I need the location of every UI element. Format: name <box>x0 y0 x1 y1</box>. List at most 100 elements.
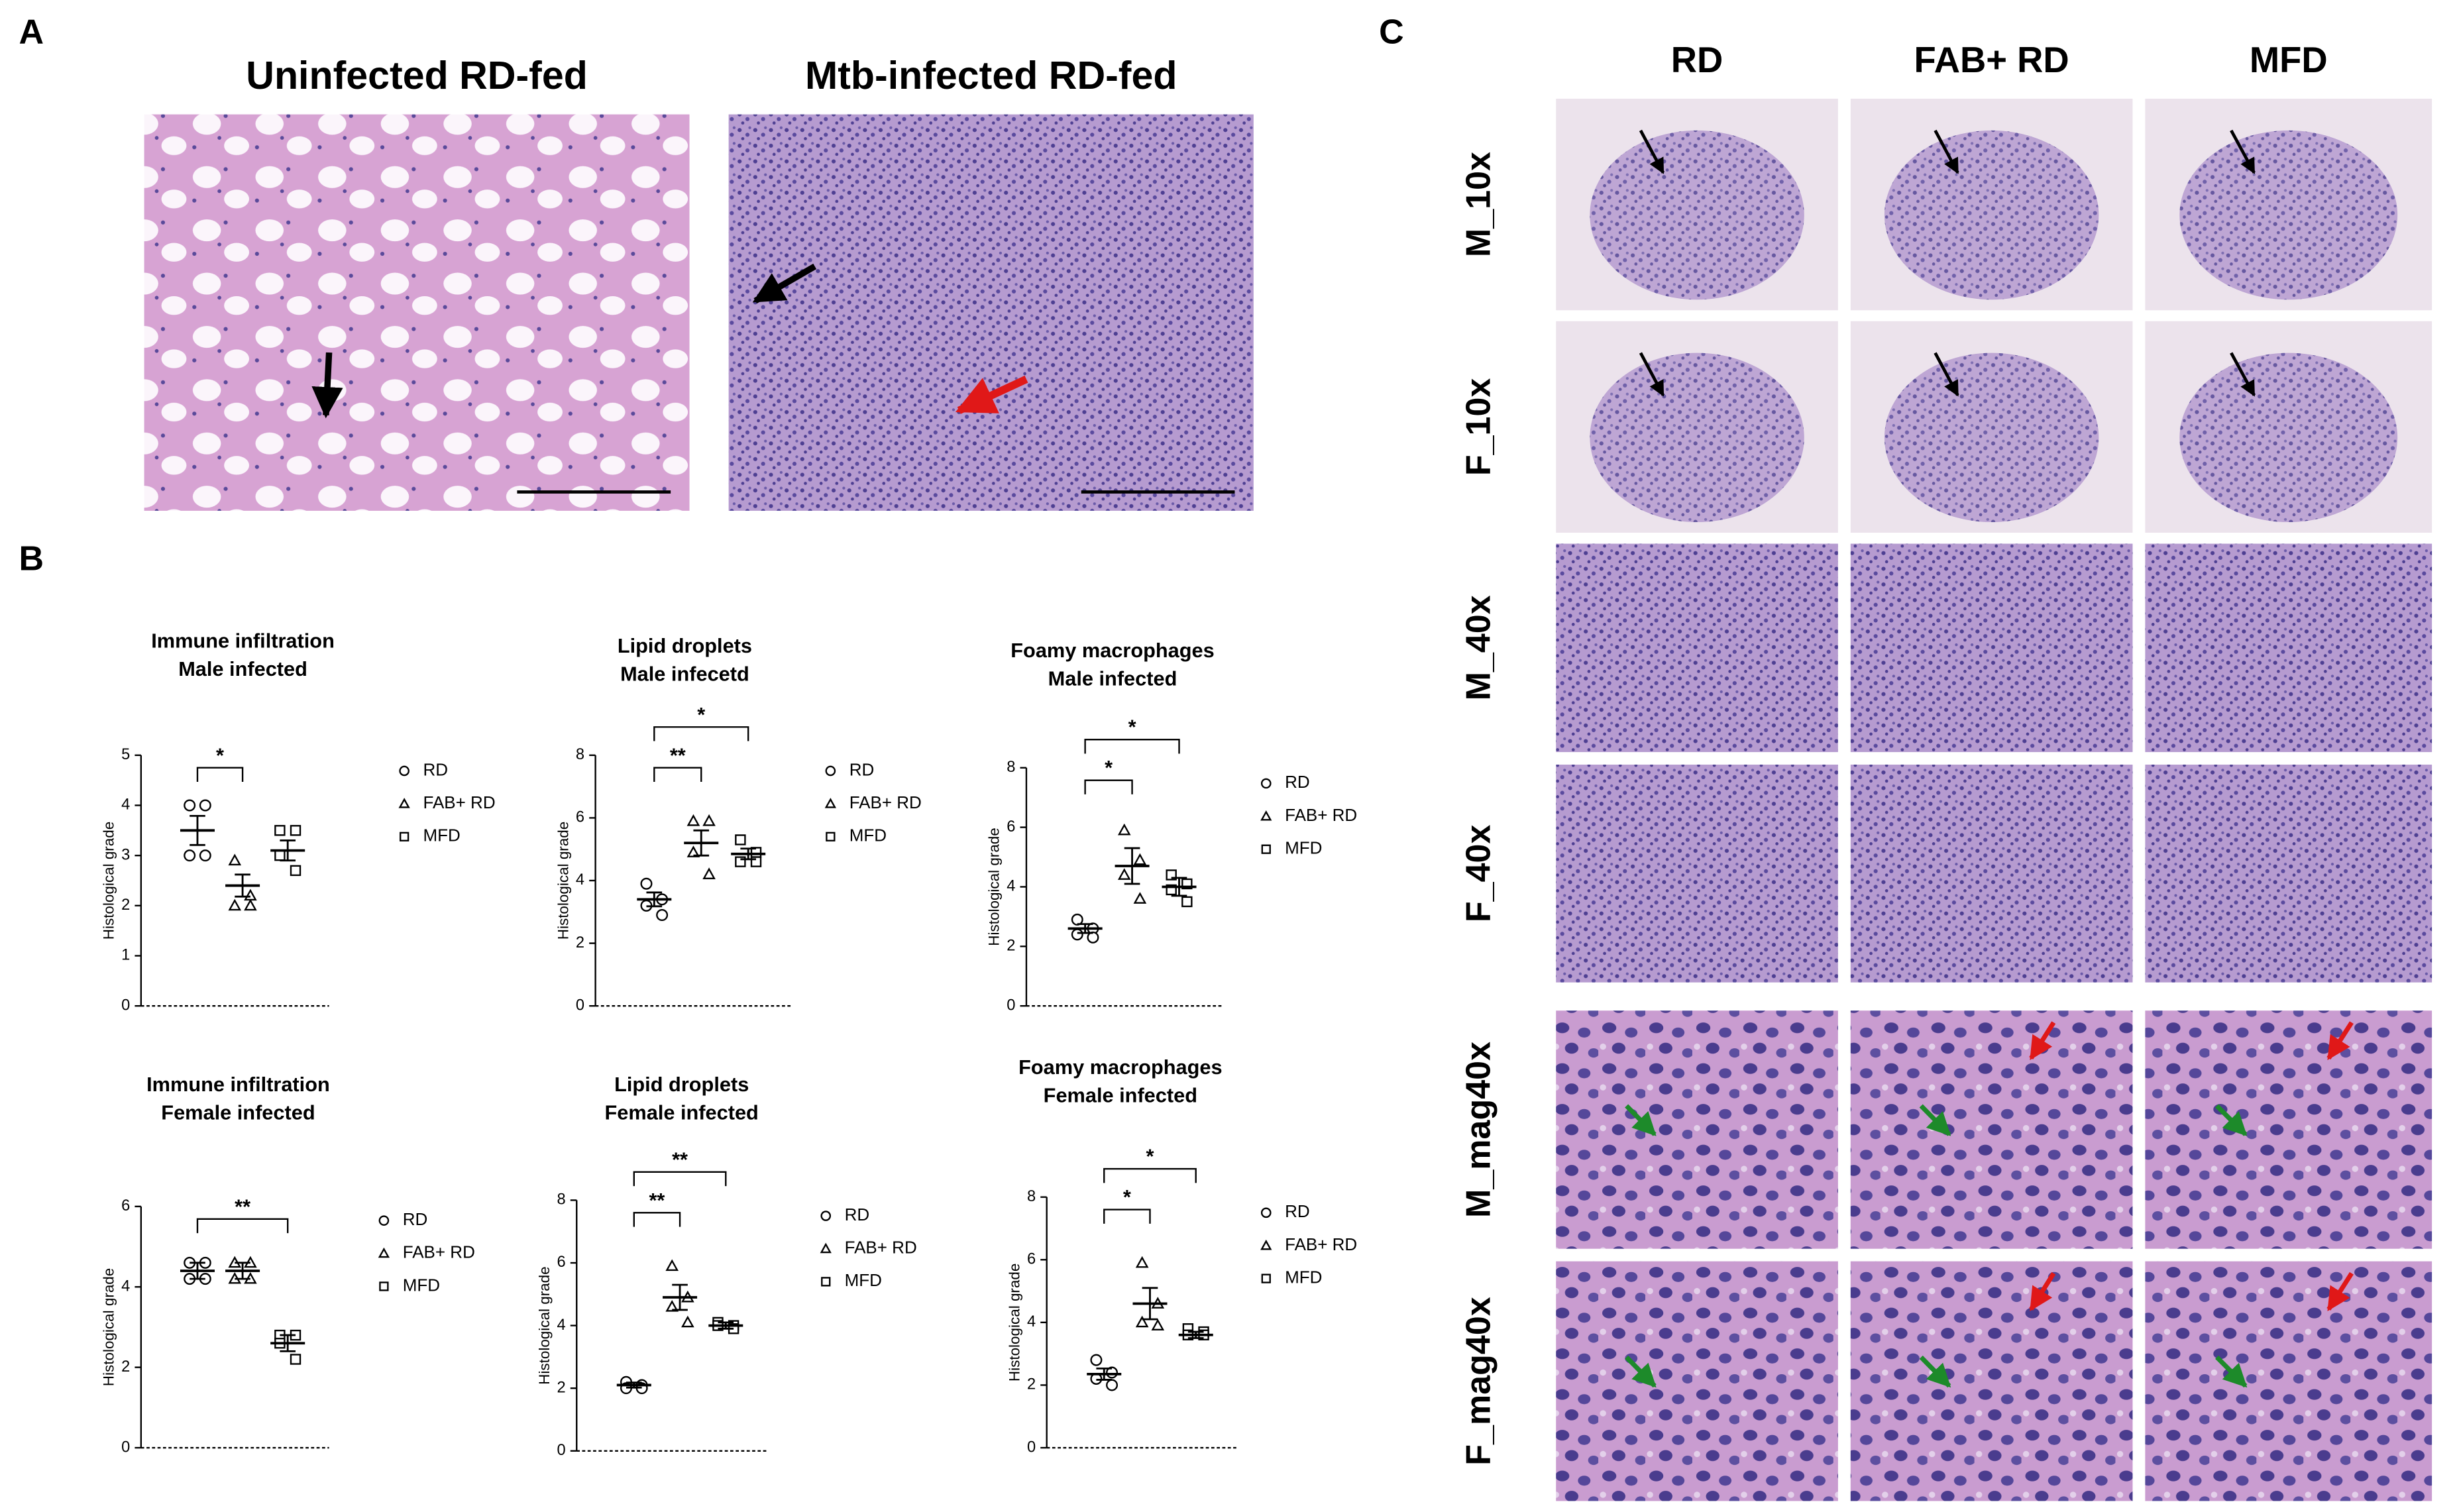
data-point <box>228 853 242 866</box>
y-axis-label: Histological grade <box>555 822 571 940</box>
significance-label: ** <box>672 1148 688 1171</box>
histology-image <box>1850 543 2133 753</box>
y-tick-label: 4 <box>557 1317 566 1334</box>
arrow <box>1639 129 1665 174</box>
significance-label: * <box>1128 716 1136 739</box>
legend-label: FAB+ RD <box>849 792 922 812</box>
data-point <box>228 898 242 911</box>
legend-marker <box>826 832 836 841</box>
row-label: M_10x <box>1459 152 1498 257</box>
y-tick-label: 0 <box>1007 997 1015 1014</box>
chart-title: Foamy macrophages <box>1010 639 1214 662</box>
data-point <box>1135 1315 1149 1328</box>
panel-label: C <box>1379 13 1404 52</box>
y-tick-label: 2 <box>557 1379 566 1396</box>
data-point <box>199 849 211 862</box>
y-tick-label: 4 <box>1027 1313 1036 1330</box>
arrow <box>2215 1104 2248 1136</box>
y-tick-label: 0 <box>557 1442 566 1459</box>
histology-image <box>2145 1010 2432 1249</box>
legend-label: FAB+ RD <box>423 792 496 812</box>
error-bar <box>235 1262 250 1280</box>
y-tick-label: 6 <box>557 1254 566 1271</box>
error-bar <box>280 1334 296 1352</box>
legend-marker <box>379 1281 389 1291</box>
y-tick-label: 0 <box>121 1438 130 1456</box>
significance-bracket <box>633 1171 727 1187</box>
y-axis-label: Histological grade <box>536 1266 553 1384</box>
significance-bracket <box>196 1218 289 1234</box>
tissue <box>1884 352 2099 523</box>
legend-marker <box>1260 778 1272 789</box>
y-tick-label: 6 <box>1027 1251 1036 1268</box>
y-tick-label: 8 <box>557 1191 566 1209</box>
error-bar <box>1142 1287 1158 1321</box>
y-tick-label: 5 <box>121 746 130 763</box>
legend-marker <box>1260 1239 1272 1250</box>
row-label: M_mag40x <box>1459 1042 1498 1218</box>
error-bar <box>740 847 757 861</box>
legend-label: RD <box>1285 772 1310 792</box>
legend-marker <box>1260 1207 1272 1218</box>
significance-bracket <box>1103 1167 1197 1183</box>
arrow <box>2230 352 2256 397</box>
significance-bracket <box>633 1212 681 1227</box>
chart-title: Immune infiltration <box>146 1073 330 1096</box>
row-label: M_40x <box>1459 595 1498 700</box>
error-bar <box>1077 923 1093 934</box>
data-point <box>1117 868 1131 880</box>
error-bar <box>190 1262 205 1280</box>
legend-label: RD <box>1285 1201 1310 1221</box>
legend-label: MFD <box>1285 1268 1322 1287</box>
y-axis-label: Histological grade <box>100 1268 117 1386</box>
data-point <box>735 834 746 845</box>
data-point <box>640 877 653 890</box>
error-bar <box>190 814 205 846</box>
error-bar <box>1124 847 1140 885</box>
y-tick-label: 6 <box>1007 818 1015 836</box>
histology-image <box>2145 765 2432 983</box>
chart-subtitle: Male infected <box>1048 667 1177 690</box>
y-tick-label: 8 <box>1027 1188 1036 1205</box>
column-label: MFD <box>2250 40 2328 80</box>
legend-label: FAB+ RD <box>1285 805 1357 825</box>
chart-title: Lipid droplets <box>614 1073 749 1096</box>
error-bar <box>1187 1330 1204 1339</box>
data-point <box>1133 853 1147 865</box>
legend-label: FAB+ RD <box>403 1242 475 1262</box>
column-label: RD <box>1671 40 1723 80</box>
significance-label: * <box>1146 1145 1154 1168</box>
data-point <box>681 1315 694 1328</box>
data-point <box>1133 892 1147 904</box>
legend-label: RD <box>845 1205 870 1224</box>
y-tick-label: 4 <box>1007 878 1015 895</box>
legend-marker <box>378 1247 390 1258</box>
significance-bracket <box>1084 779 1133 794</box>
chart-title: Lipid droplets <box>618 634 752 657</box>
chart-subtitle: Female infected <box>161 1101 315 1124</box>
error-bar <box>1096 1367 1113 1381</box>
histology-image <box>1850 1010 2133 1249</box>
y-tick-label: 4 <box>121 1278 130 1295</box>
arrow <box>1934 352 1959 397</box>
legend-label: MFD <box>403 1275 440 1295</box>
histology-image <box>728 114 1254 511</box>
significance-bracket <box>1103 1209 1151 1224</box>
arrow <box>1625 1355 1657 1388</box>
data-point <box>244 898 257 911</box>
histology-image <box>144 114 690 511</box>
legend-marker <box>824 798 836 808</box>
y-tick-label: 6 <box>121 1197 130 1215</box>
data-point <box>686 845 700 857</box>
data-point <box>244 889 257 901</box>
significance-bracket <box>196 767 244 783</box>
legend-label: MFD <box>1285 838 1322 858</box>
histology-image <box>1556 1010 1838 1249</box>
arrow <box>1625 1104 1657 1136</box>
legend-label: RD <box>849 759 875 779</box>
data-point <box>290 865 301 877</box>
legend-marker <box>1260 810 1272 821</box>
row-label: F_10x <box>1459 378 1498 476</box>
data-point <box>290 1354 301 1365</box>
